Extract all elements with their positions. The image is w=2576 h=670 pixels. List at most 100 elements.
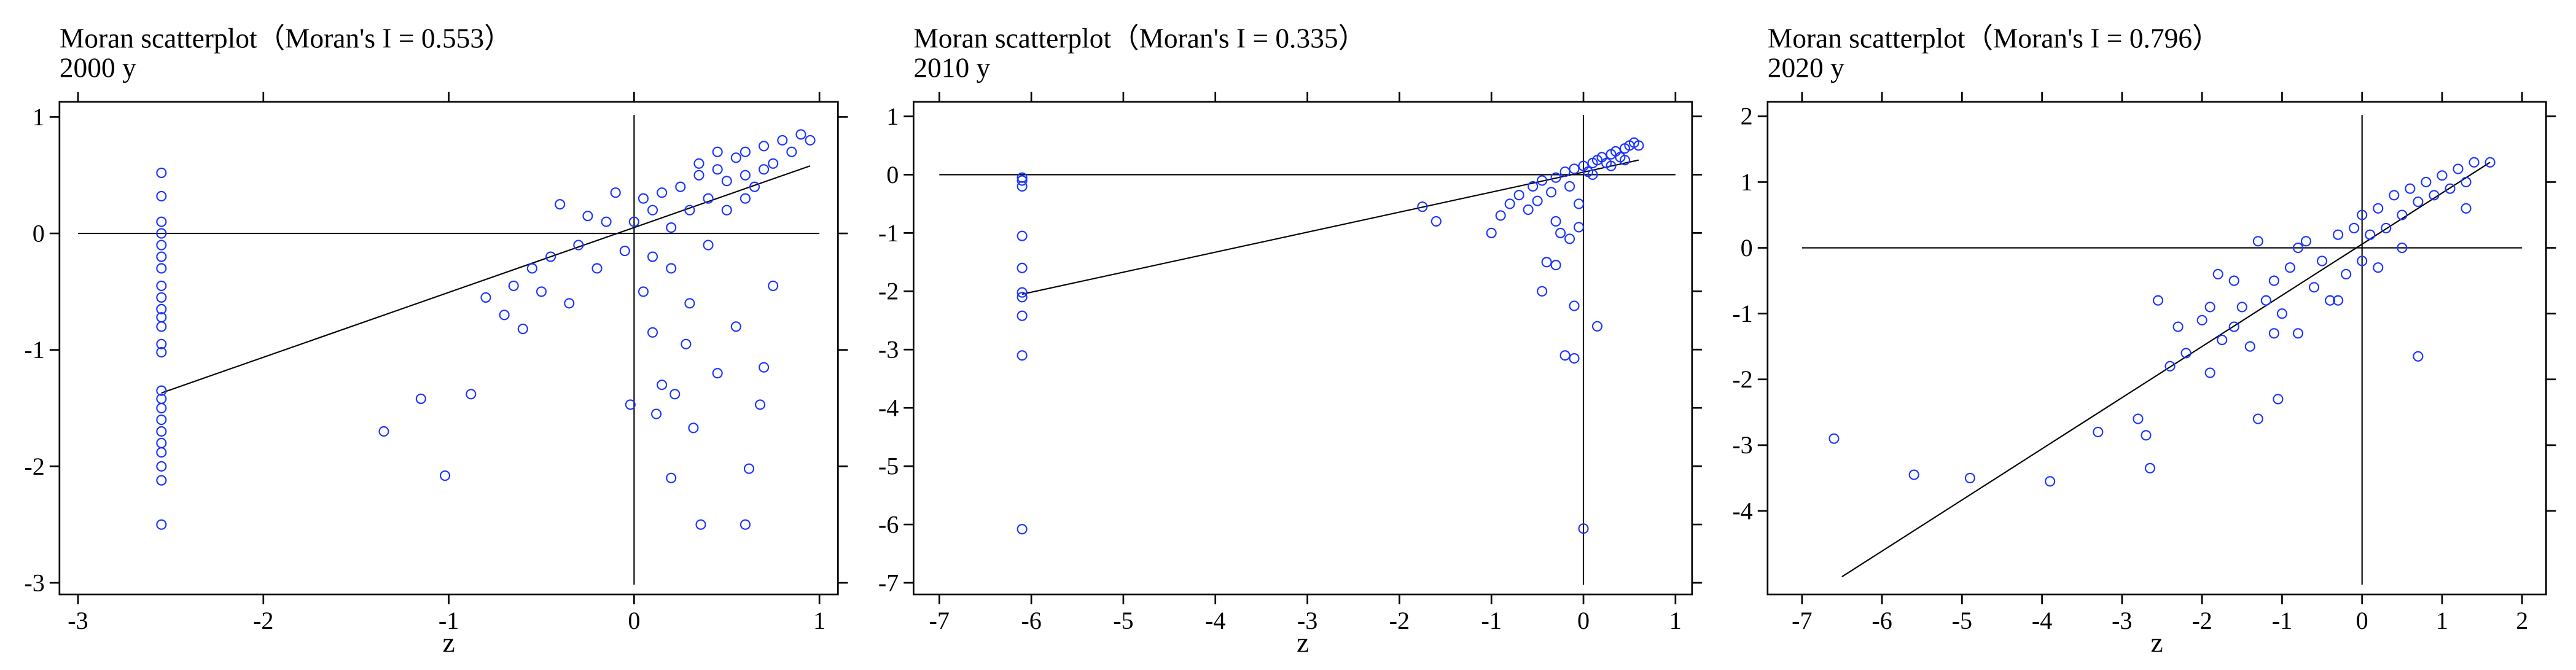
x-tick-label: -4 [2032,607,2052,634]
point [755,399,766,410]
point [669,389,681,400]
x-tick-label: 1 [813,607,825,634]
point [1573,198,1585,209]
plot-frame [1766,101,2547,596]
point [2421,176,2432,188]
point [1537,175,1548,186]
point [619,245,630,257]
y-tick-label: 2 [1741,103,1753,130]
chart-subtitle: 2020 y [1768,52,1844,84]
point [1417,201,1428,212]
point [768,158,779,169]
point [1564,181,1575,192]
y-tick-label: -4 [878,394,899,422]
point [1546,187,1557,198]
point [759,362,770,373]
x-axis-label: z [442,627,455,658]
x-tick-label: 0 [1577,607,1590,634]
point [156,338,167,349]
point [768,280,779,291]
point [2273,394,2284,405]
point [2333,295,2344,306]
point [1578,523,1589,534]
point [2349,222,2360,233]
x-tick-label: 1 [1669,607,1682,634]
point [536,286,547,297]
point [638,193,649,204]
point [2093,426,2104,438]
point [712,368,723,379]
chart-subtitle: 2000 y [60,52,136,84]
point [740,169,751,181]
point [2325,295,2336,306]
point [703,240,714,251]
point [156,280,167,291]
point [156,437,167,449]
point [156,190,167,201]
point [517,324,528,335]
point [2413,351,2424,362]
plot-frame [912,101,1693,596]
x-tick-label: -2 [253,607,273,634]
point [651,408,662,419]
point [1606,160,1617,171]
point [415,393,426,404]
point [1619,155,1630,166]
x-tick-label: -1 [2272,607,2292,634]
point [2268,275,2279,286]
y-tick-label: -6 [878,510,899,538]
point [1017,524,1028,535]
point [2260,295,2271,306]
point [1550,260,1561,271]
point [156,385,167,396]
point [2045,476,2056,487]
point [156,240,167,251]
y-tick-label: 0 [33,219,45,247]
fit-line [161,165,811,394]
point [156,519,167,530]
point [681,338,692,349]
point [1555,227,1566,238]
point [2228,275,2239,286]
point [2292,243,2304,254]
x-tick-label: -5 [1952,607,1972,634]
point [2445,183,2456,194]
point [2357,255,2368,267]
point [1017,262,1028,273]
point [2397,243,2408,254]
y-tick-label: -2 [1732,365,1752,393]
point [1017,181,1028,192]
point [2341,268,2352,279]
point [2405,183,2416,194]
point [712,164,723,175]
point [657,380,668,391]
point [743,463,755,474]
x-tick-label: 0 [628,607,640,634]
point [526,263,537,274]
chart-subtitle: 2010 y [913,52,990,84]
x-tick-label: 2 [2516,607,2528,634]
point [2196,314,2207,325]
point [1017,310,1028,321]
point [1528,181,1539,192]
point [2133,413,2144,424]
y-tick-label: -3 [878,336,899,364]
point [2204,302,2215,313]
y-tick-label: -1 [24,336,44,364]
point [2461,203,2472,214]
point [1908,469,1919,480]
point [2308,282,2320,293]
y-tick-label: -5 [878,453,899,480]
x-tick-label: -3 [2112,607,2132,634]
point [156,321,167,332]
y-tick-label: 1 [886,103,899,130]
point [721,205,732,216]
point [2164,360,2176,372]
point [795,129,806,140]
point [156,251,167,262]
x-tick-label: -4 [1205,607,1225,634]
point [657,187,668,198]
point [508,280,519,291]
point [2236,302,2247,313]
